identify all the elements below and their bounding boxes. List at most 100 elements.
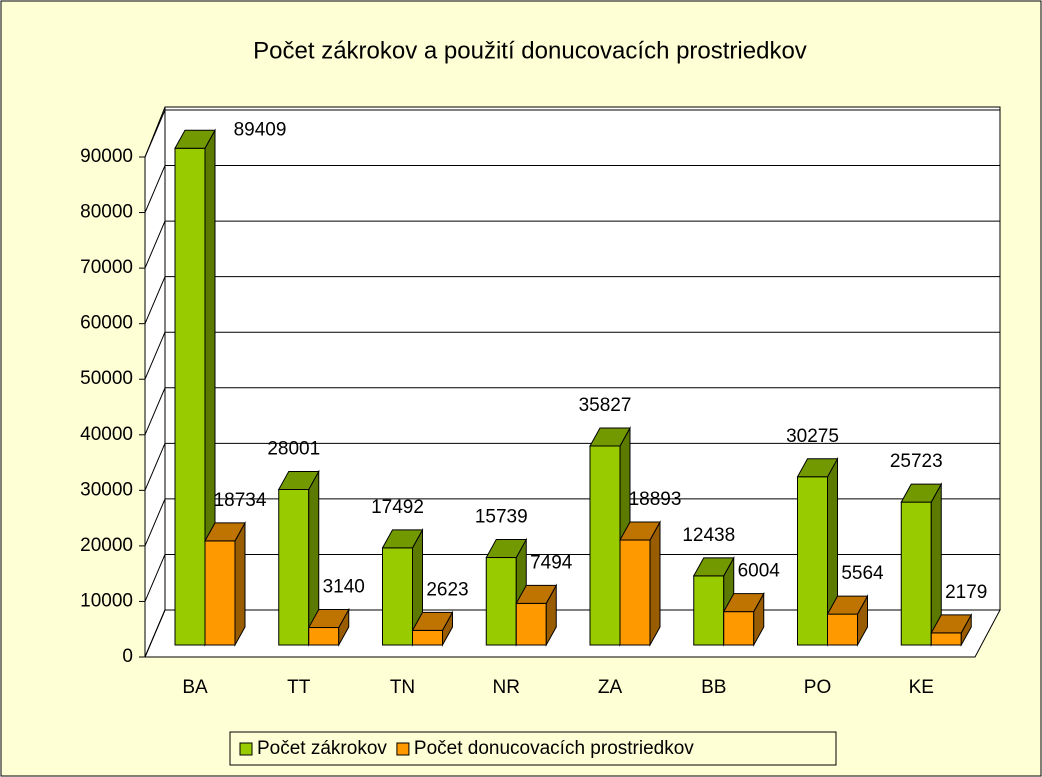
bar-front [204,540,236,646]
data-label: 2623 [426,579,468,600]
x-tick-label: BA [182,677,208,698]
bar [515,583,558,647]
bar-top [796,458,839,478]
y-tick-label: 30000 [80,479,133,500]
bar-front [485,557,517,646]
grid-line [144,220,166,269]
legend-label: Počet donucovacích prostriedkov [414,738,694,759]
bar-top [589,427,631,447]
bar [589,426,631,647]
x-tick-label: TN [390,677,415,698]
grid-line [144,276,166,324]
grid-line [144,609,166,658]
data-label: 30275 [786,426,839,447]
data-label: 18893 [629,489,682,510]
bar-top [485,539,528,559]
bar-front [619,539,651,646]
bar-top [826,595,869,615]
y-tick-label: 60000 [80,313,133,334]
bar-front [900,501,932,646]
bar-top [174,129,216,149]
data-label: 17492 [371,497,424,518]
bar-front [930,632,962,646]
data-label: 18734 [214,490,267,511]
plot-area [144,106,1001,658]
bar [381,527,424,647]
data-label: 28001 [267,438,320,459]
grid-line [144,165,166,213]
grid-line [144,443,166,491]
bar-top [307,609,350,629]
bar-front [278,488,310,646]
bar [411,610,454,647]
bar-front [797,476,828,646]
bar [826,594,869,647]
data-label: 89409 [234,119,287,140]
x-tick-label: ZA [598,677,623,698]
grid-line [144,498,166,547]
bar-side [234,520,246,647]
bar-top [515,584,558,604]
grid-line [144,387,166,435]
bar [796,456,839,647]
data-label: 3140 [323,577,365,598]
data-label: 25723 [890,451,943,472]
bar-top [411,611,454,631]
y-tick-label: 20000 [80,535,133,556]
bar-top [619,521,661,541]
x-tick-label: BB [701,677,726,698]
x-tick-label: PO [804,677,831,698]
y-tick-label: 10000 [80,590,133,611]
x-tick-label: TT [287,677,311,698]
bar-front [382,547,413,646]
bar-top [277,470,320,490]
y-tick-label: 0 [122,646,133,667]
legend-label: Počet zákrokov [257,738,387,759]
bar [277,469,320,647]
bar-top [722,593,765,613]
bar-front [412,629,443,646]
bar-front [589,445,621,646]
bar [722,591,765,647]
bar-top [930,614,973,634]
bar [619,520,661,647]
bar-front [515,602,547,646]
y-tick-label: 90000 [80,146,133,167]
x-tick-label: NR [493,677,520,698]
grid-line [144,109,166,158]
data-label: 5564 [841,563,884,584]
legend [229,731,837,766]
bar-top [692,557,735,577]
floor [144,609,1001,658]
bar-front [693,575,725,646]
bar-front [308,627,340,646]
bar-front [827,613,858,646]
y-tick-label: 50000 [80,368,133,389]
bar-front [174,147,206,646]
chart-title: Počet zákrokov a použití donucovacích pr… [253,37,807,64]
bar-top [204,522,246,542]
data-label: 7494 [530,552,573,573]
grid-line [144,554,166,602]
y-tick-label: 70000 [80,257,133,278]
y-tick-label: 80000 [80,202,133,223]
bar [930,612,973,647]
bar-front [723,611,755,646]
legend-swatch [239,742,253,756]
data-label: 6004 [738,561,781,582]
data-label: 35827 [579,395,632,416]
bar-top [381,529,424,549]
data-label: 15739 [475,507,528,528]
data-label: 2179 [945,582,987,603]
y-tick-label: 40000 [80,424,133,445]
data-label: 12438 [682,525,735,546]
x-tick-label: KE [909,677,934,698]
bar [204,520,246,647]
bar-side [649,520,661,647]
bar [307,607,350,647]
bar [900,482,943,647]
legend-swatch [396,742,410,756]
grid-line [144,332,166,380]
bar-top [900,483,943,503]
